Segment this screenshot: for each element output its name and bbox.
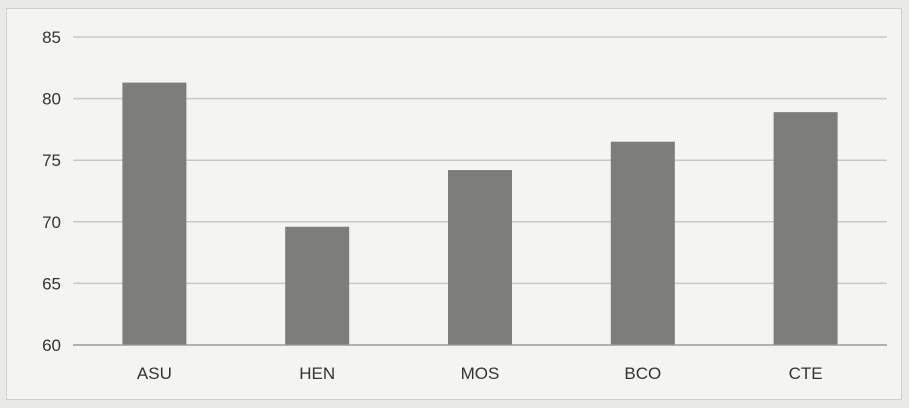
bars: [122, 82, 838, 346]
y-tick-label: 80: [42, 90, 61, 109]
x-tick-label: ASU: [137, 364, 172, 383]
x-tick-label: MOS: [461, 364, 500, 383]
y-tick-label: 65: [42, 274, 61, 293]
bar-mos: [448, 170, 512, 345]
x-tick-label: CTE: [789, 364, 823, 383]
bar-cte: [773, 112, 838, 345]
y-tick-label: 75: [42, 151, 61, 170]
y-tick-label: 70: [42, 213, 61, 232]
x-tick-label: HEN: [299, 364, 335, 383]
x-tick-label: BCO: [624, 364, 661, 383]
gridlines: [73, 36, 887, 285]
bar-asu: [122, 82, 187, 346]
bar-chart: 60 65 70 75 80 85 ASU HEN MOS BCO CTE: [42, 28, 887, 383]
tick-labels: 60 65 70 75 80 85 ASU HEN MOS BCO CTE: [42, 28, 823, 383]
chart-frame: 60 65 70 75 80 85 ASU HEN MOS BCO CTE: [6, 8, 902, 400]
bar-hen: [285, 226, 350, 345]
y-tick-label: 85: [42, 28, 61, 47]
y-tick-label: 60: [42, 336, 61, 355]
bar-bco: [610, 141, 675, 345]
